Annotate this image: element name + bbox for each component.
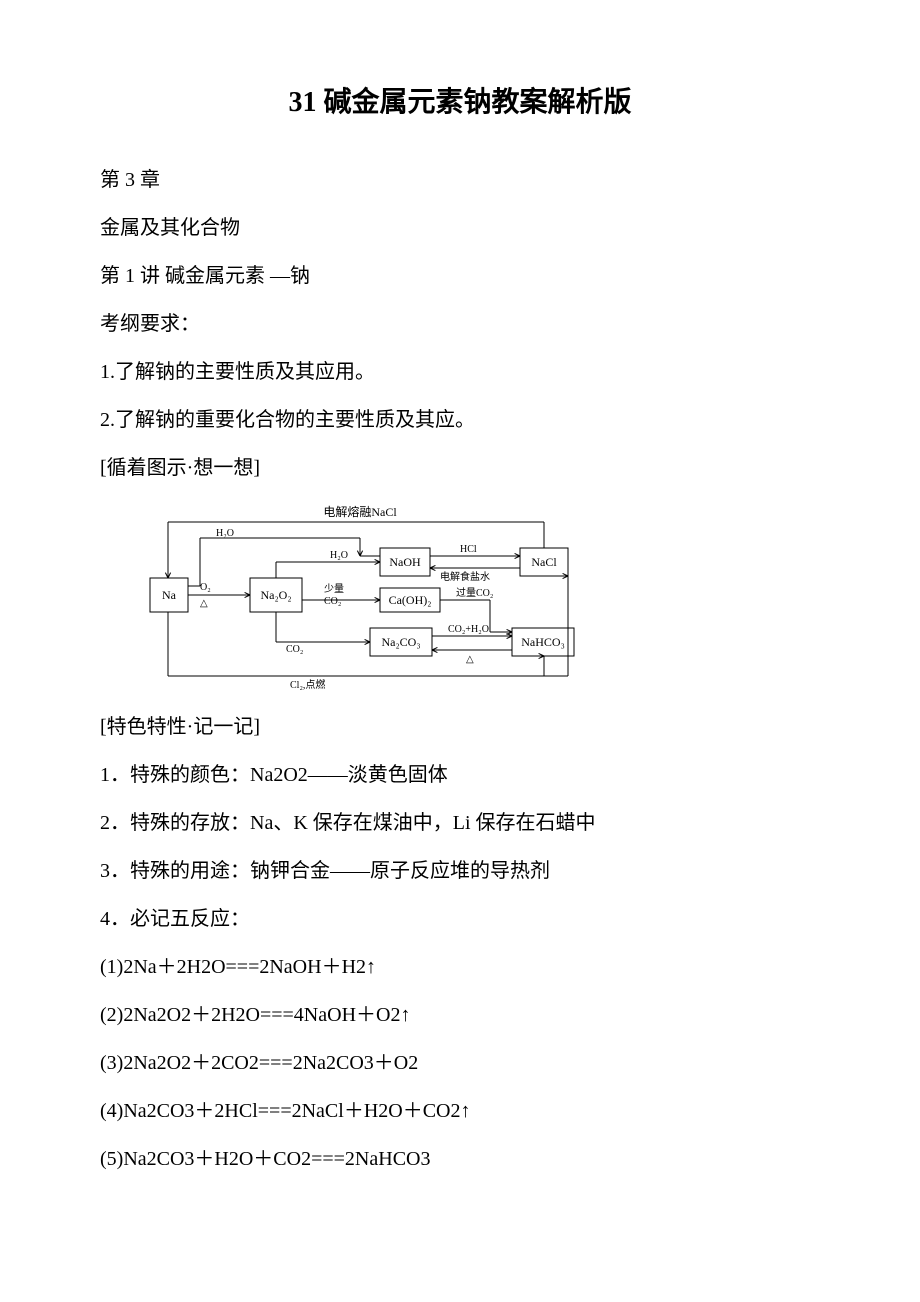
- svg-text:Cl₂,点燃: Cl₂,点燃: [290, 678, 325, 690]
- text-line: 2．特殊的存放：Na、K 保存在煤油中，Li 保存在石蜡中: [100, 803, 820, 843]
- svg-text:NaCl: NaCl: [531, 555, 557, 569]
- text-line: (1)2Na＋2H2O===2NaOH＋H2↑: [100, 947, 820, 987]
- svg-text:CO₂+H₂O: CO₂+H₂O: [448, 624, 489, 635]
- text-line: 2.了解钠的重要化合物的主要性质及其应。: [100, 400, 820, 440]
- svg-text:△: △: [466, 654, 474, 665]
- text-line: 金属及其化合物: [100, 208, 820, 248]
- text-line: 考纲要求：: [100, 304, 820, 344]
- text-line: (5)Na2CO3＋H2O＋CO2===2NaHCO3: [100, 1139, 820, 1179]
- svg-text:过量CO₂: 过量CO₂: [456, 586, 493, 599]
- text-line: 第 1 讲 碱金属元素 —钠: [100, 256, 820, 296]
- svg-text:电解食盐水: 电解食盐水: [440, 570, 490, 583]
- svg-text:NaHCO₃: NaHCO₃: [521, 635, 565, 649]
- flowchart-diagram: Na Na₂O₂ NaOH NaCl Ca(OH)₂ Na₂CO₃ NaHCO₃ 电解熔融Na…: [140, 500, 820, 695]
- svg-text:NaOH: NaOH: [389, 555, 421, 569]
- text-line: (4)Na2CO3＋2HCl===2NaCl＋H2O＋CO2↑: [100, 1091, 820, 1131]
- svg-text:H₂O: H₂O: [330, 550, 348, 561]
- text-line: 4．必记五反应：: [100, 899, 820, 939]
- text-line: [特色特性·记一记]: [100, 707, 820, 747]
- svg-text:少量: 少量: [324, 583, 344, 595]
- text-line: (2)2Na2O2＋2H2O===4NaOH＋O2↑: [100, 995, 820, 1035]
- page-title: 31 碱金属元素钠教案解析版: [100, 80, 820, 120]
- svg-text:CO₂: CO₂: [286, 644, 303, 655]
- text-line: (3)2Na2O2＋2CO2===2Na2CO3＋O2: [100, 1043, 820, 1083]
- svg-text:Na₂O₂: Na₂O₂: [260, 588, 291, 602]
- svg-text:电解熔融NaCl: 电解熔融NaCl: [323, 504, 397, 519]
- svg-text:Na: Na: [162, 588, 177, 602]
- text-line: [循着图示·想一想]: [100, 448, 820, 488]
- flowchart-svg: Na Na₂O₂ NaOH NaCl Ca(OH)₂ Na₂CO₃ NaHCO₃ 电解熔融Na…: [140, 500, 600, 690]
- svg-text:H₂O: H₂O: [216, 528, 234, 539]
- svg-text:Ca(OH)₂: Ca(OH)₂: [389, 593, 432, 607]
- text-line: 3．特殊的用途：钠钾合金——原子反应堆的导热剂: [100, 851, 820, 891]
- svg-text:△: △: [200, 598, 208, 609]
- svg-text:Na₂CO₃: Na₂CO₃: [381, 635, 420, 649]
- svg-text:CO₂: CO₂: [324, 596, 341, 607]
- text-line: 第 3 章: [100, 160, 820, 200]
- svg-text:O₂: O₂: [200, 582, 211, 593]
- svg-text:HCl: HCl: [460, 544, 477, 555]
- text-line: 1.了解钠的主要性质及其应用。: [100, 352, 820, 392]
- text-line: 1．特殊的颜色：Na2O2——淡黄色固体: [100, 755, 820, 795]
